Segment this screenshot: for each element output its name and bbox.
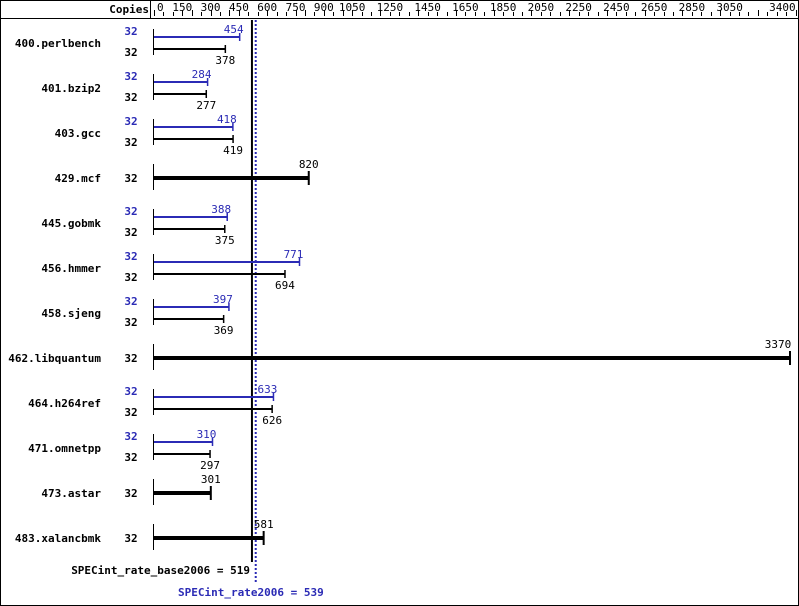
base-value-label: 277 (196, 99, 216, 112)
x-tick-label: 2250 (565, 1, 592, 14)
peak-value-label: 418 (217, 113, 237, 126)
base-copies: 32 (124, 316, 137, 329)
base-copies: 32 (124, 487, 137, 500)
benchmark-name: 464.h264ref (28, 397, 101, 410)
peak-copies: 32 (124, 430, 137, 443)
peak-copies: 32 (124, 115, 137, 128)
x-tick-label: 1450 (414, 1, 441, 14)
base-copies: 32 (124, 91, 137, 104)
x-tick-label: 3400 (769, 1, 796, 14)
peak-value-label: 388 (211, 203, 231, 216)
x-tick-label: 900 (314, 1, 334, 14)
base-value-label: 369 (214, 324, 234, 337)
x-tick-label: 2450 (603, 1, 630, 14)
peak-copies: 32 (124, 205, 137, 218)
benchmark-name: 403.gcc (55, 127, 101, 140)
base-copies: 32 (124, 451, 137, 464)
peak-copies: 32 (124, 385, 137, 398)
x-tick-label: 3050 (716, 1, 743, 14)
peak-copies: 32 (124, 25, 137, 38)
base-copies: 32 (124, 136, 137, 149)
benchmark-name: 445.gobmk (41, 217, 101, 230)
base-value-label: 375 (215, 234, 235, 247)
base-value-label: 3370 (765, 338, 792, 351)
x-tick-label: 150 (172, 1, 192, 14)
x-tick-label: 0 (157, 1, 164, 14)
x-tick-label: 600 (257, 1, 277, 14)
x-tick-label: 1850 (490, 1, 517, 14)
base-mean-label: SPECint_rate_base2006 = 519 (71, 564, 250, 577)
benchmark-name: 458.sjeng (41, 307, 101, 320)
benchmark-name: 456.hmmer (41, 262, 101, 275)
base-value-label: 297 (200, 459, 220, 472)
axis-header: Copies (109, 3, 149, 16)
base-value-label: 419 (223, 144, 243, 157)
base-copies: 32 (124, 532, 137, 545)
x-tick-label: 2650 (641, 1, 668, 14)
x-tick-label: 750 (286, 1, 306, 14)
peak-copies: 32 (124, 70, 137, 83)
base-value-label: 301 (201, 473, 221, 486)
base-copies: 32 (124, 172, 137, 185)
x-tick-label: 2850 (679, 1, 706, 14)
peak-copies: 32 (124, 295, 137, 308)
base-copies: 32 (124, 226, 137, 239)
peak-value-label: 454 (224, 23, 244, 36)
benchmark-name: 401.bzip2 (41, 82, 101, 95)
x-tick-label: 450 (229, 1, 249, 14)
peak-value-label: 633 (258, 383, 278, 396)
base-copies: 32 (124, 271, 137, 284)
peak-value-label: 284 (192, 68, 212, 81)
x-tick-label: 1050 (339, 1, 366, 14)
benchmark-name: 483.xalancbmk (15, 532, 101, 545)
peak-copies: 32 (124, 250, 137, 263)
peak-value-label: 397 (213, 293, 233, 306)
benchmark-name: 462.libquantum (8, 352, 101, 365)
peak-value-label: 310 (197, 428, 217, 441)
base-value-label: 820 (299, 158, 319, 171)
x-tick-label: 1650 (452, 1, 479, 14)
base-value-label: 626 (262, 414, 282, 427)
benchmark-name: 473.astar (41, 487, 101, 500)
x-tick-label: 1250 (377, 1, 404, 14)
base-value-label: 581 (254, 518, 274, 531)
peak-mean-label: SPECint_rate2006 = 539 (178, 586, 324, 599)
benchmark-name: 400.perlbench (15, 37, 101, 50)
x-tick-label: 300 (201, 1, 221, 14)
base-value-label: 694 (275, 279, 295, 292)
base-value-label: 378 (215, 54, 235, 67)
base-copies: 32 (124, 46, 137, 59)
base-copies: 32 (124, 406, 137, 419)
base-copies: 32 (124, 352, 137, 365)
peak-value-label: 771 (284, 248, 304, 261)
x-tick-label: 2050 (528, 1, 555, 14)
benchmark-name: 471.omnetpp (28, 442, 101, 455)
benchmark-name: 429.mcf (55, 172, 101, 185)
